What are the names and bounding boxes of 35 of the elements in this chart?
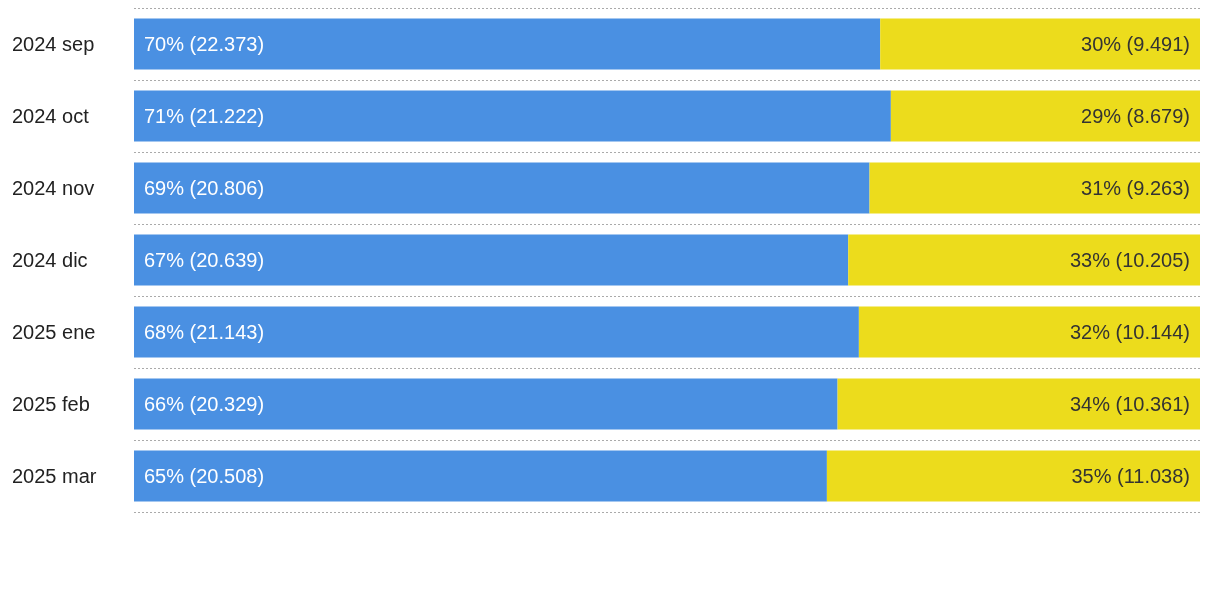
y-tick-label: 2024 sep [12, 33, 95, 55]
data-label: 33% (10.205) [1069, 249, 1190, 271]
data-label: 67% (20.639) [144, 249, 265, 271]
y-tick-label: 2025 ene [12, 321, 96, 343]
data-label: 66% (20.329) [144, 393, 265, 415]
y-tick-label: 2024 dic [12, 249, 88, 271]
bar [869, 162, 1200, 214]
bar [880, 18, 1200, 70]
data-label: 70% (22.373) [144, 33, 265, 55]
bar [890, 90, 1200, 142]
bar [134, 450, 827, 502]
data-label: 30% (9.491) [1081, 33, 1190, 55]
y-tick-label: 2024 oct [12, 105, 90, 127]
data-label: 29% (8.679) [1081, 105, 1190, 127]
data-label: 71% (21.222) [144, 105, 265, 127]
data-label: 69% (20.806) [144, 177, 265, 199]
bar [134, 18, 881, 70]
y-tick-label: 2025 mar [12, 465, 97, 487]
data-label: 35% (11.038) [1071, 465, 1190, 487]
bar [134, 378, 838, 430]
bar [848, 234, 1200, 286]
data-label: 32% (10.144) [1069, 321, 1190, 343]
y-tick-label: 2025 feb [12, 393, 90, 415]
y-tick-label: 2024 nov [12, 177, 95, 199]
data-label: 65% (20.508) [144, 465, 265, 487]
bar [134, 306, 859, 358]
data-label: 31% (9.263) [1081, 177, 1190, 199]
bar [134, 90, 891, 142]
bar [837, 378, 1200, 430]
data-label: 34% (10.361) [1069, 393, 1190, 415]
bar [826, 450, 1200, 502]
data-label: 68% (21.143) [144, 321, 265, 343]
bar [134, 162, 870, 214]
bar [858, 306, 1200, 358]
bar [134, 234, 849, 286]
